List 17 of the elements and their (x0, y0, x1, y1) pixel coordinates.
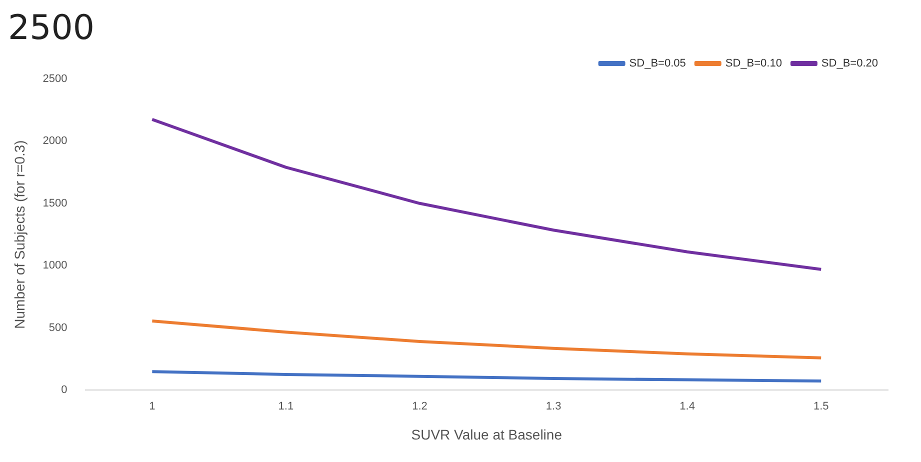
y-tick-label: 1000 (42, 260, 68, 272)
y-tick-label: 2000 (42, 135, 68, 148)
x-tick-label: 1.1 (278, 400, 294, 413)
y-tick-label: 0 (61, 384, 68, 396)
legend-label: SD_B=0.20 (821, 58, 878, 70)
y-tick-label: 1500 (42, 197, 68, 210)
x-tick-label: 1.5 (813, 400, 829, 413)
x-tick-label: 1.3 (546, 400, 562, 413)
legend-label: SD_B=0.10 (725, 58, 782, 70)
y-tick-label: 500 (48, 322, 68, 334)
x-tick-label: 1.2 (412, 400, 428, 413)
x-tick-label: 1.4 (680, 400, 695, 413)
x-tick-label: 1 (149, 400, 156, 413)
y-axis-title: Number of Subjects (for r=0.3) (11, 140, 28, 329)
x-axis-title: SUVR Value at Baseline (411, 426, 562, 442)
y-tick-label: 2500 (42, 73, 68, 86)
legend-label: SD_B=0.05 (629, 58, 686, 70)
